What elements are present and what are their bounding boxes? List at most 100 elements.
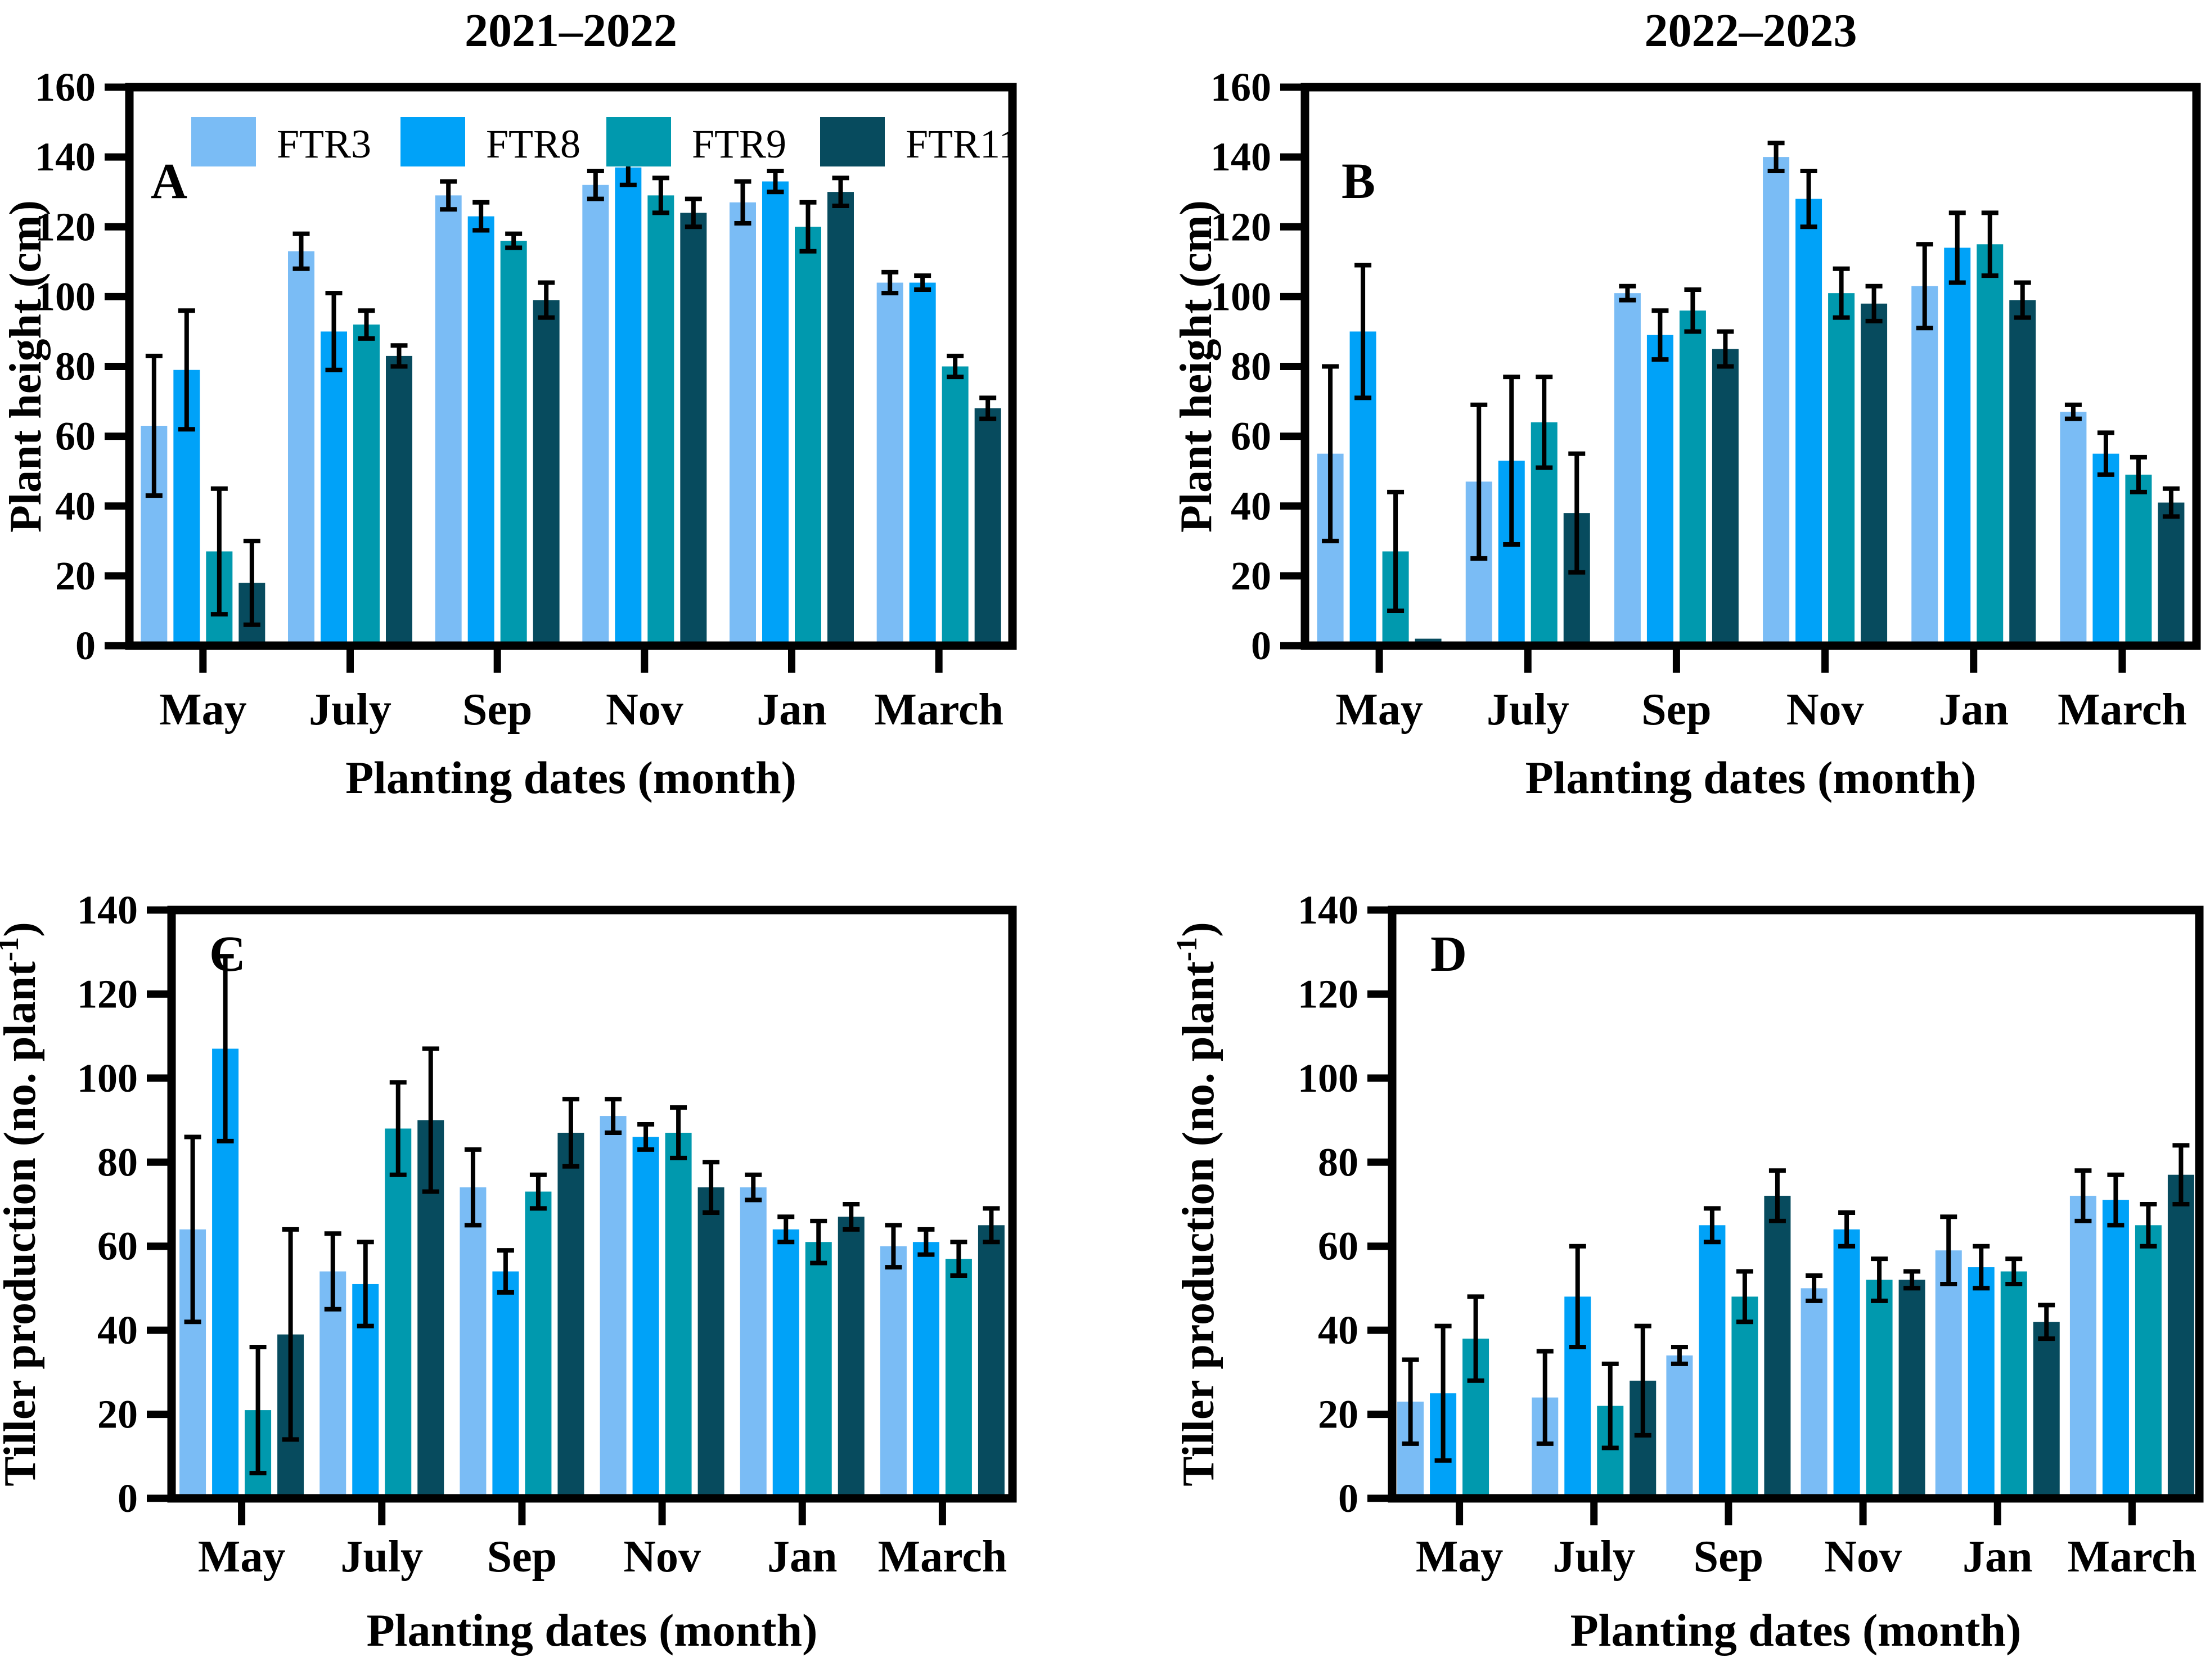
y-axis-title: Tiller production (no. plant-1) bbox=[0, 922, 45, 1487]
bar-FTR8-Jan bbox=[772, 1229, 799, 1498]
panel-d-chart: 0 20 40 60 80 100 120 140 May July Sep Nov Jan March D… bbox=[1171, 888, 2204, 1656]
bar-FTR11-Sep bbox=[1764, 1196, 1791, 1498]
legend-label-FTR9: FTR9 bbox=[692, 121, 786, 166]
legend-label-FTR11: FTR11 bbox=[906, 121, 1019, 166]
bar-FTR8-March bbox=[2102, 1200, 2129, 1498]
y-tick-label: 80 bbox=[55, 344, 96, 389]
x-tick-label: May bbox=[1335, 685, 1423, 735]
bar-FTR3-Sep bbox=[1666, 1355, 1693, 1498]
y-tick-label: 80 bbox=[97, 1139, 138, 1184]
panel-b: 2022–2023 0 20 40 60 80 100 120 140 160 May July Sep… bbox=[1105, 0, 2210, 840]
y-tick-label: 140 bbox=[1210, 134, 1271, 179]
y-tick-label: 120 bbox=[77, 971, 138, 1016]
y-tick-label: 40 bbox=[97, 1308, 138, 1353]
panel-letter: C bbox=[209, 926, 246, 982]
panel-a-chart: 2021–2022 0 20 40 60 80 100 120 140 160 May July Sep… bbox=[1, 4, 1019, 803]
bar-FTR11-March bbox=[978, 1225, 1005, 1498]
x-axis-title: Planting dates (month) bbox=[1525, 752, 1977, 803]
bar-FTR8-Sep bbox=[1699, 1225, 1726, 1498]
bar-FTR8-Jan bbox=[1944, 247, 1971, 646]
y-tick-label: 0 bbox=[75, 623, 96, 668]
y-tick-label: 60 bbox=[1231, 414, 1271, 459]
x-tick-label: Jan bbox=[757, 685, 827, 735]
plot-frame bbox=[1300, 83, 2201, 650]
panel-a: 2021–2022 0 20 40 60 80 100 120 140 160 May July Sep… bbox=[0, 0, 1105, 840]
panel-letter: B bbox=[1342, 154, 1375, 209]
bar-FTR11-Jan bbox=[827, 192, 854, 646]
bar-FTR8-March bbox=[2092, 453, 2119, 646]
bar-FTR9-March bbox=[945, 1259, 972, 1498]
bar-FTR9-Nov bbox=[647, 195, 674, 646]
y-tick-label: 80 bbox=[1231, 344, 1271, 389]
bar-FTR3-Sep bbox=[435, 195, 462, 646]
legend-swatch-FTR3 bbox=[191, 117, 256, 166]
legend-label-FTR3: FTR3 bbox=[277, 121, 371, 166]
y-tick-label: 120 bbox=[1210, 204, 1271, 249]
bar-FTR9-March bbox=[2125, 474, 2152, 646]
bar-FTR11-Sep bbox=[533, 300, 560, 646]
x-tick-label: March bbox=[878, 1532, 1007, 1582]
bar-FTR9-July bbox=[353, 325, 380, 646]
bar-FTR3-March bbox=[2060, 412, 2087, 646]
bar-FTR3-Nov bbox=[600, 1116, 627, 1498]
y-axis-title: Tiller production (no. plant-1) bbox=[1171, 922, 1223, 1487]
y-tick-label: 140 bbox=[1298, 888, 1358, 933]
bar-FTR3-Jan bbox=[1935, 1250, 1962, 1498]
x-tick-label: March bbox=[874, 685, 1003, 735]
x-tick-label: Sep bbox=[1694, 1532, 1764, 1582]
y-axis-title: Plant height (cm) bbox=[1, 200, 51, 533]
x-tick-label: Sep bbox=[487, 1532, 557, 1582]
y-tick-label: 120 bbox=[1298, 971, 1358, 1016]
y-tick-label: 20 bbox=[97, 1392, 138, 1437]
bar-FTR8-Nov bbox=[632, 1137, 659, 1498]
x-tick-label: March bbox=[2058, 685, 2187, 735]
legend-swatch-FTR8 bbox=[400, 117, 465, 166]
bar-FTR9-Jan bbox=[805, 1242, 832, 1498]
x-tick-label: Jan bbox=[1939, 685, 2009, 735]
panel-c: 0 20 40 60 80 100 120 140 May July Sep Nov Jan March C… bbox=[0, 840, 1105, 1680]
x-tick-label: Jan bbox=[767, 1532, 838, 1582]
bar-FTR11-Jan bbox=[2033, 1322, 2060, 1498]
y-tick-label: 20 bbox=[1231, 553, 1271, 598]
y-tick-label: 160 bbox=[35, 65, 96, 110]
bar-FTR9-Sep bbox=[500, 241, 527, 646]
bar-FTR8-Jan bbox=[762, 181, 789, 646]
x-axis-title: Planting dates (month) bbox=[367, 1605, 818, 1656]
x-axis-title: Planting dates (month) bbox=[345, 752, 796, 803]
bar-FTR3-March bbox=[880, 1246, 907, 1498]
bar-FTR9-March bbox=[942, 366, 969, 646]
bar-FTR11-Sep bbox=[1712, 349, 1739, 646]
x-tick-label: July bbox=[309, 685, 391, 735]
bar-FTR8-Sep bbox=[492, 1271, 519, 1498]
y-tick-label: 60 bbox=[55, 414, 96, 459]
panel-letter: A bbox=[151, 154, 187, 209]
bar-FTR8-Nov bbox=[1795, 199, 1822, 646]
y-tick-label: 40 bbox=[1231, 484, 1271, 529]
plot-frame bbox=[125, 83, 1017, 650]
bar-FTR8-Nov bbox=[615, 167, 642, 646]
x-tick-label: Nov bbox=[606, 685, 683, 735]
panel-b-chart: 2022–2023 0 20 40 60 80 100 120 140 160 May July Sep… bbox=[1172, 4, 2201, 803]
bar-FTR11-Nov bbox=[680, 213, 707, 646]
plot-frame bbox=[1388, 906, 2204, 1503]
bar-FTR3-March bbox=[876, 282, 903, 646]
x-tick-label: May bbox=[198, 1532, 286, 1582]
x-tick-label: Nov bbox=[1786, 685, 1864, 735]
panel-title: 2022–2023 bbox=[1645, 4, 1857, 57]
bar-FTR9-Jan bbox=[795, 227, 821, 646]
y-axis-title: Plant height (cm) bbox=[1172, 200, 1221, 533]
x-tick-label: Nov bbox=[1824, 1532, 1902, 1582]
bar-FTR9-July bbox=[385, 1128, 412, 1498]
y-tick-label: 40 bbox=[55, 484, 96, 529]
x-tick-label: Sep bbox=[462, 685, 533, 735]
bar-FTR3-Nov bbox=[1801, 1288, 1828, 1498]
bar-FTR9-Nov bbox=[1828, 293, 1855, 646]
y-tick-label: 100 bbox=[1210, 274, 1271, 319]
y-tick-label: 100 bbox=[77, 1056, 138, 1101]
bar-FTR8-Sep bbox=[467, 216, 494, 646]
x-tick-label: Jan bbox=[1963, 1532, 2033, 1582]
bar-FTR3-March bbox=[2069, 1196, 2096, 1498]
bar-FTR3-Nov bbox=[582, 184, 609, 646]
x-tick-label: July bbox=[340, 1532, 423, 1582]
